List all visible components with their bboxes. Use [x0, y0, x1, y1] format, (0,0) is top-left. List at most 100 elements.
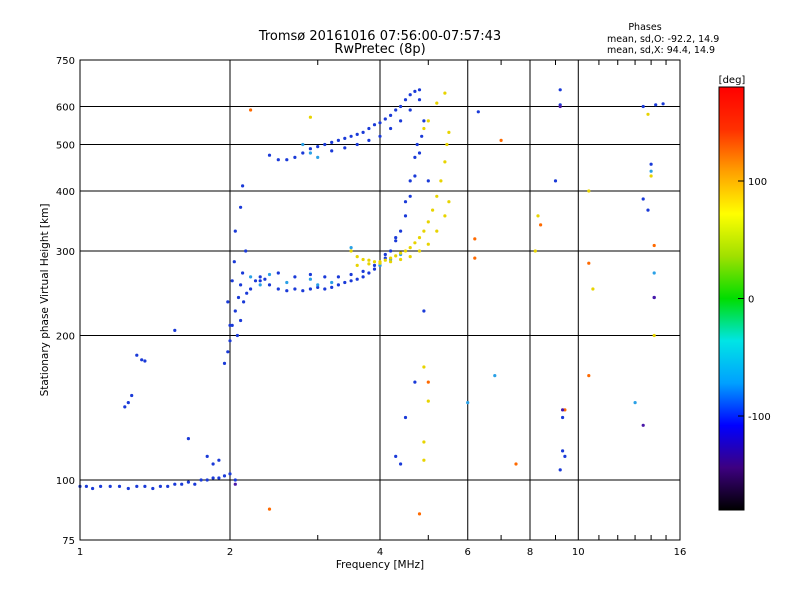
y-axis-ticks: 75 100 200 300 400 500 600 750 — [56, 56, 75, 547]
data-point — [561, 415, 565, 420]
data-point — [285, 158, 289, 162]
data-point — [435, 229, 439, 233]
data-point — [372, 263, 377, 267]
data-point — [646, 208, 650, 212]
data-point — [217, 476, 221, 480]
data-point — [443, 214, 447, 218]
y-tick-label: 75 — [62, 536, 75, 547]
data-point — [426, 380, 430, 384]
data-point — [389, 249, 393, 253]
data-point — [199, 478, 203, 482]
data-point — [649, 169, 653, 173]
data-point — [553, 179, 558, 183]
data-point — [646, 112, 650, 116]
data-point — [361, 269, 365, 273]
data-point — [330, 149, 334, 153]
data-point — [422, 365, 426, 369]
data-point — [245, 291, 249, 295]
data-point — [661, 102, 665, 106]
data-point — [378, 121, 382, 125]
data-point — [383, 258, 387, 262]
data-point — [445, 142, 449, 147]
data-point — [117, 484, 122, 488]
data-point — [293, 155, 297, 159]
data-point — [308, 277, 312, 281]
data-point — [372, 260, 377, 264]
data-point — [355, 142, 359, 147]
data-point — [349, 134, 353, 138]
data-point — [222, 474, 227, 478]
colorbar-label: [deg] — [719, 75, 746, 86]
data-point — [394, 236, 398, 240]
x-tick-label: 10 — [572, 547, 585, 558]
data-point — [186, 480, 190, 484]
data-point — [372, 123, 377, 127]
colorbar-tick-label: 0 — [748, 295, 754, 306]
data-point — [135, 353, 139, 357]
data-point — [514, 462, 518, 466]
data-point — [417, 98, 422, 102]
data-point — [235, 333, 239, 338]
data-point — [343, 146, 347, 150]
data-point — [563, 408, 567, 412]
data-point — [323, 142, 327, 147]
data-point — [394, 454, 398, 458]
data-point — [293, 287, 297, 291]
data-point — [211, 462, 215, 466]
data-point — [563, 454, 567, 458]
chart-title: Tromsø 20161016 07:56:00-07:57:43 — [258, 29, 501, 44]
data-point — [426, 242, 430, 246]
data-point — [143, 359, 147, 363]
data-point — [126, 401, 130, 405]
data-point — [336, 283, 340, 287]
data-point — [558, 88, 562, 92]
data-point — [403, 98, 408, 102]
data-point — [558, 468, 562, 472]
data-point — [422, 126, 426, 131]
data-point — [267, 507, 272, 511]
data-point — [343, 280, 347, 285]
colorbar-tick-label: 100 — [748, 177, 767, 188]
data-point — [123, 405, 127, 409]
data-point — [473, 237, 477, 241]
data-point — [378, 263, 382, 267]
data-point — [473, 256, 477, 260]
data-point — [408, 179, 412, 183]
data-point — [186, 437, 190, 441]
data-point — [330, 140, 334, 144]
data-point — [415, 142, 419, 147]
data-point — [652, 243, 656, 248]
data-point — [426, 119, 430, 123]
data-point — [343, 136, 347, 140]
data-point — [408, 108, 412, 112]
data-point — [253, 279, 258, 283]
data-point — [435, 194, 439, 198]
data-point — [308, 147, 312, 151]
data-point — [244, 249, 248, 253]
data-point — [654, 103, 658, 107]
data-point — [394, 108, 398, 112]
data-point — [323, 287, 327, 291]
data-point — [439, 179, 443, 183]
y-tick-label: 300 — [56, 247, 75, 258]
data-point — [417, 151, 422, 155]
data-point — [330, 280, 334, 285]
x-axis-label: Frequency [MHz] — [336, 559, 424, 571]
data-point — [355, 263, 359, 267]
data-point — [239, 205, 243, 209]
data-point — [378, 261, 382, 265]
data-point — [367, 271, 371, 275]
data-point — [242, 300, 246, 304]
data-point — [422, 309, 426, 313]
data-point — [539, 223, 543, 227]
data-point — [499, 138, 503, 142]
data-point — [447, 130, 451, 134]
data-point — [241, 271, 245, 275]
plot-frame — [79, 59, 681, 541]
colorbar-ticks: 100 0 -100 — [738, 177, 771, 423]
data-point — [267, 153, 272, 157]
chart-subtitle: RwPretec (8p) — [334, 42, 425, 57]
data-point — [533, 249, 537, 253]
data-point — [417, 249, 422, 253]
data-point — [330, 285, 334, 289]
